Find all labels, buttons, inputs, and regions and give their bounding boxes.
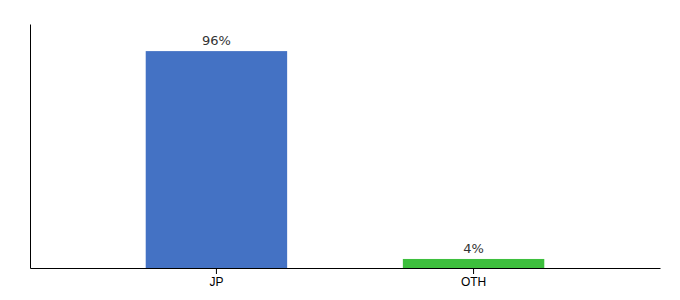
data-label: 96% [202,33,231,48]
x-tick-mark [216,268,217,274]
bar [146,51,287,268]
data-labels: 96% 4% [202,33,484,256]
plot: JP OTH 96% 4% [31,25,661,289]
x-tick-mark [473,268,474,274]
bars [146,51,545,268]
y-axis-line [30,25,31,269]
x-tick-label: OTH [461,275,486,289]
x-tick: JP [209,268,223,289]
x-tick-label: JP [209,275,223,289]
x-axis-line [31,268,661,269]
y-axis [30,25,31,269]
chart: JP OTH 96% 4% [0,0,680,300]
x-tick: OTH [461,268,486,289]
x-axis: JP OTH [31,268,661,289]
bar [403,259,544,268]
data-label: 4% [463,241,484,256]
